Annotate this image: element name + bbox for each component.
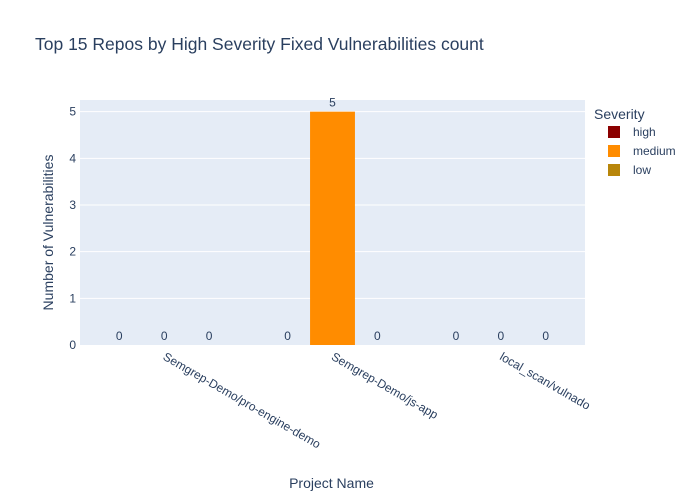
bar-value-label: 5	[329, 96, 336, 110]
y-tick-label: 1	[69, 291, 76, 305]
bar-value-label: 0	[374, 329, 381, 343]
x-axis-title: Project Name	[289, 475, 374, 491]
legend-swatch	[608, 164, 620, 176]
x-axis-ticks: Semgrep-Demo/pro-engine-demo Semgrep-Demo…	[161, 349, 593, 451]
legend-label: medium	[633, 144, 676, 158]
legend-item-high[interactable]: high	[608, 125, 656, 139]
bar-value-label: 0	[542, 329, 549, 343]
legend-label: low	[633, 163, 651, 177]
bar-value-label: 0	[116, 329, 123, 343]
y-tick-label: 5	[69, 105, 76, 119]
x-tick-label: Semgrep-Demo/pro-engine-demo	[161, 349, 324, 451]
legend-title: Severity	[594, 106, 645, 122]
y-axis-ticks: 0 1 2 3 4 5	[69, 105, 76, 352]
x-tick-label: Semgrep-Demo/js-app	[329, 349, 441, 422]
bar-value-label: 0	[497, 329, 504, 343]
bar-value-label: 0	[206, 329, 213, 343]
bar-value-label: 0	[161, 329, 168, 343]
legend-swatch	[608, 126, 620, 138]
legend-item-medium[interactable]: medium	[608, 144, 676, 158]
y-axis-title: Number of Vulnerabilities	[40, 155, 56, 311]
bar-value-label: 0	[453, 329, 460, 343]
bar-value-label: 0	[284, 329, 291, 343]
y-tick-label: 3	[69, 198, 76, 212]
bar-labels: 0 0 0 0 5 0 0 0 0	[116, 96, 549, 343]
bars	[310, 111, 355, 346]
x-tick-label: local_scan/vulnado	[497, 349, 593, 412]
y-tick-label: 2	[69, 245, 76, 259]
bar-medium[interactable]	[310, 111, 355, 346]
legend-label: high	[633, 125, 656, 139]
y-tick-label: 0	[69, 338, 76, 352]
legend-item-low[interactable]: low	[608, 163, 651, 177]
y-tick-label: 4	[69, 151, 76, 165]
chart-title: Top 15 Repos by High Severity Fixed Vuln…	[35, 34, 484, 54]
legend[interactable]: Severity high medium low	[594, 106, 676, 177]
legend-swatch	[608, 145, 620, 157]
